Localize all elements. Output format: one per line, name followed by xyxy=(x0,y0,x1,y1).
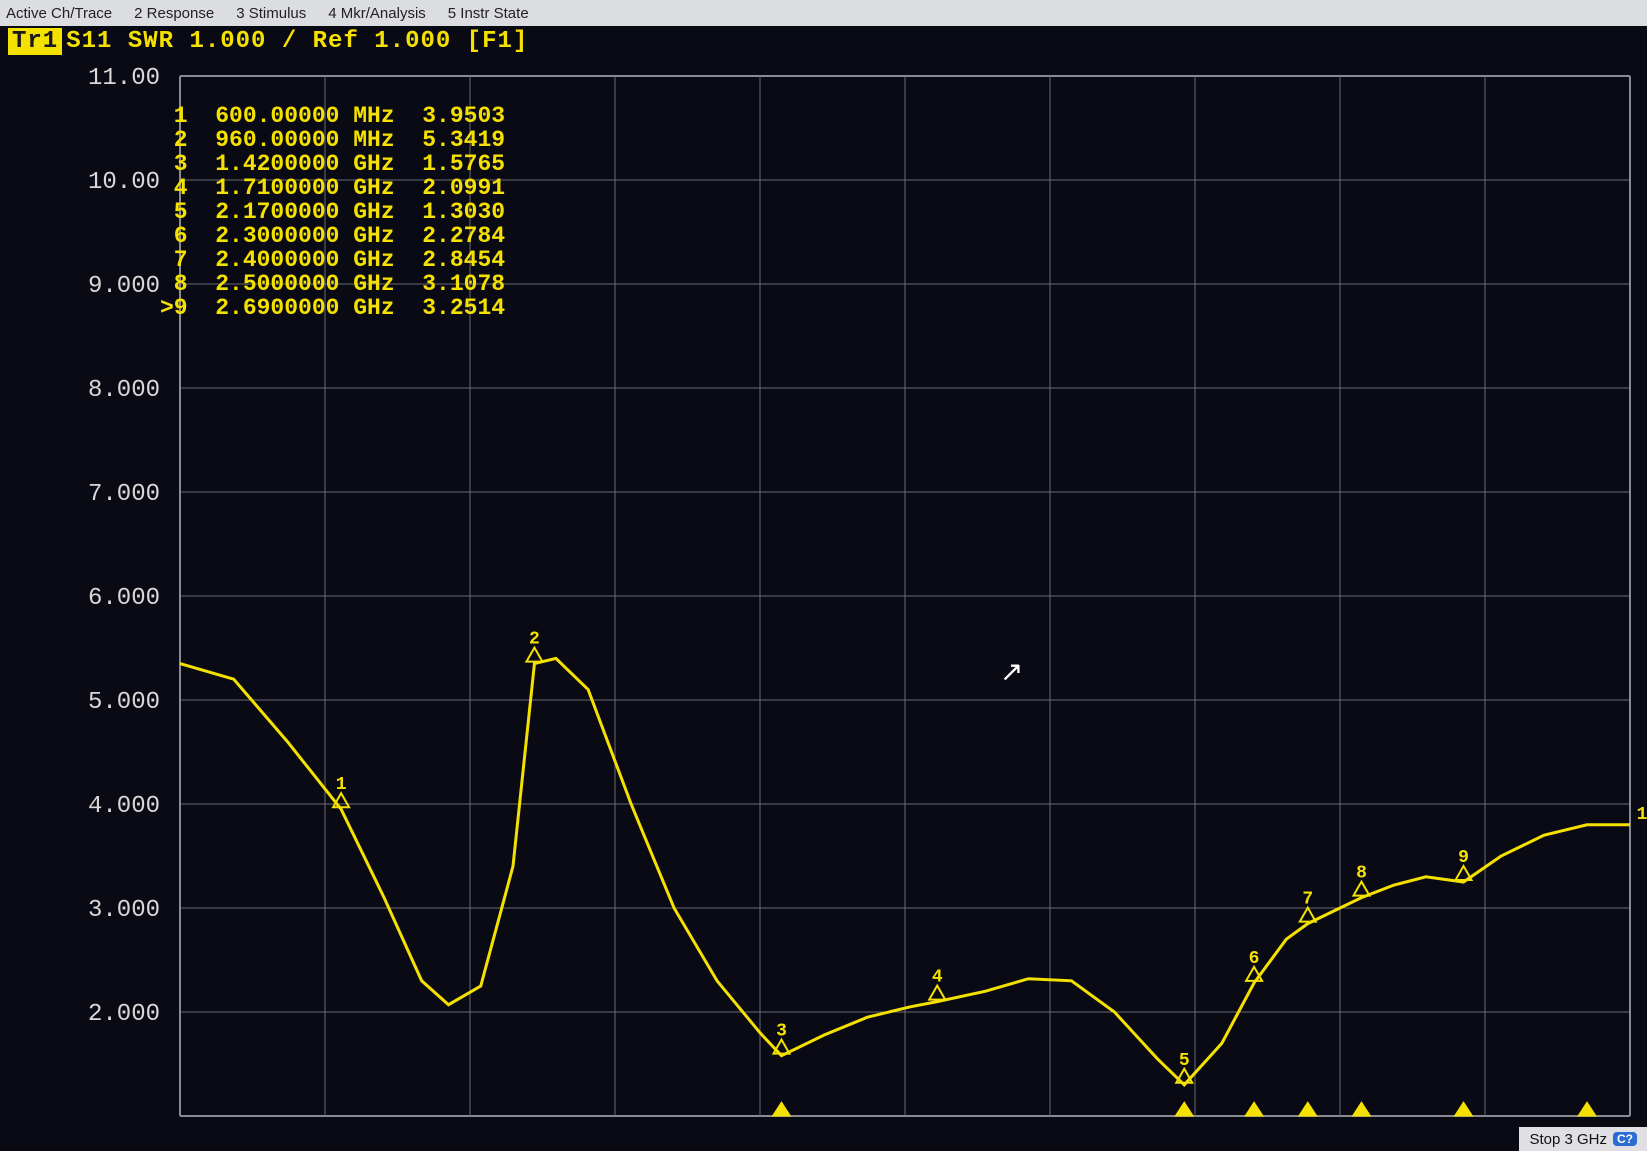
marker-readout-row: 6 2.3000000 GHz 2.2784 xyxy=(160,223,505,249)
marker-label-1: 1 xyxy=(336,775,347,795)
marker-label-5: 5 xyxy=(1179,1051,1190,1071)
baseline-marker-icon xyxy=(1578,1102,1596,1116)
trace-end-ref: 1 xyxy=(1637,805,1647,825)
marker-readout-row: 8 2.5000000 GHz 3.1078 xyxy=(160,271,505,297)
marker-label-4: 4 xyxy=(932,968,943,988)
swr-chart[interactable]: 11.00 10.00 9.000 8.000 7.000 6.000 5.000 4.000… xyxy=(0,56,1647,1151)
trace-number-box[interactable]: Tr1 xyxy=(8,28,62,55)
y-axis-label: 2.000 xyxy=(88,1001,160,1028)
baseline-marker-icon xyxy=(1175,1102,1193,1116)
marker-label-3: 3 xyxy=(776,1022,787,1042)
marker-readout-row: 5 2.1700000 GHz 1.3030 xyxy=(160,199,505,225)
y-axis-label: 8.000 xyxy=(88,377,160,404)
status-blue-icon: C? xyxy=(1613,1132,1637,1146)
swr-chart-svg: 11.00 10.00 9.000 8.000 7.000 6.000 5.000 4.000… xyxy=(0,56,1647,1151)
menu-stimulus[interactable]: 3 Stimulus xyxy=(236,5,306,22)
baseline-marker-icon xyxy=(1352,1102,1370,1116)
y-axis-label: 7.000 xyxy=(88,481,160,508)
marker-triangle-2[interactable] xyxy=(526,648,542,662)
marker-label-2: 2 xyxy=(529,630,540,650)
marker-label-7: 7 xyxy=(1302,890,1313,910)
marker-triangle-4[interactable] xyxy=(929,986,945,1000)
baseline-marker-icon xyxy=(772,1102,790,1116)
menu-mkr-analysis[interactable]: 4 Mkr/Analysis xyxy=(328,5,426,22)
menu-bar[interactable]: Active Ch/Trace 2 Response 3 Stimulus 4 … xyxy=(0,0,1647,26)
y-axis-label: 10.00 xyxy=(88,169,160,196)
baseline-marker-icon xyxy=(1455,1102,1473,1116)
trace-header: Tr1 S11 SWR 1.000 / Ref 1.000 [F1] xyxy=(0,26,1647,56)
status-bar: Stop 3 GHz C? xyxy=(1519,1127,1647,1151)
y-axis-label: 4.000 xyxy=(88,793,160,820)
marker-label-9: 9 xyxy=(1458,848,1469,868)
status-stop-freq: Stop 3 GHz xyxy=(1529,1131,1607,1148)
y-axis-label: 5.000 xyxy=(88,689,160,716)
y-axis-label: 6.000 xyxy=(88,585,160,612)
marker-label-8: 8 xyxy=(1356,864,1367,884)
y-axis-label: 3.000 xyxy=(88,897,160,924)
marker-readout-row: 2 960.00000 MHz 5.3419 xyxy=(160,127,505,153)
y-axis-label: 11.00 xyxy=(88,65,160,92)
menu-instr-state[interactable]: 5 Instr State xyxy=(448,5,529,22)
baseline-marker-icon xyxy=(1245,1102,1263,1116)
marker-readout-row: 4 1.7100000 GHz 2.0991 xyxy=(160,175,505,201)
y-axis-label: 9.000 xyxy=(88,273,160,300)
marker-readout-row: 3 1.4200000 GHz 1.5765 xyxy=(160,151,505,177)
marker-triangle-8[interactable] xyxy=(1353,882,1369,896)
marker-label-6: 6 xyxy=(1249,949,1260,969)
menu-active-ch-trace[interactable]: Active Ch/Trace xyxy=(6,5,112,22)
trace-header-text: S11 SWR 1.000 / Ref 1.000 [F1] xyxy=(66,28,528,55)
menu-response[interactable]: 2 Response xyxy=(134,5,214,22)
marker-readout-row: 1 600.00000 MHz 3.9503 xyxy=(160,103,505,129)
baseline-marker-icon xyxy=(1299,1102,1317,1116)
marker-readout-row: 7 2.4000000 GHz 2.8454 xyxy=(160,247,505,273)
marker-readout-row: >9 2.6900000 GHz 3.2514 xyxy=(160,295,505,321)
